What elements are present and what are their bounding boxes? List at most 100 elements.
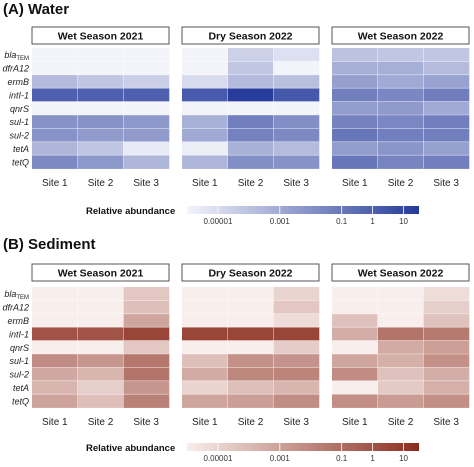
legend-colorbar — [187, 443, 419, 451]
gene-label: qnrS — [10, 343, 29, 353]
heatmap-cell — [77, 141, 124, 156]
heatmap-cell — [332, 367, 378, 382]
heatmap-cell — [377, 394, 424, 408]
heatmap-cell — [182, 141, 228, 156]
heatmap-cell — [182, 287, 228, 301]
legend-title: Relative abundance — [86, 206, 175, 217]
gene-label-subscript: TEM — [16, 295, 29, 301]
heatmap-cell — [123, 101, 170, 116]
gene-label: sul-2 — [9, 131, 29, 141]
heatmap-cell — [423, 354, 470, 368]
heatmap-cell — [32, 327, 78, 341]
gene-label: qnrS — [10, 104, 29, 114]
heatmap-cell — [123, 380, 170, 395]
heatmap-cell — [123, 141, 170, 156]
heatmap-cell — [123, 115, 170, 129]
facet-label: Wet Season 2022 — [358, 31, 444, 43]
site-label: Site 1 — [192, 417, 218, 428]
heatmap-cell — [332, 340, 378, 355]
heatmap-cell — [32, 340, 78, 355]
heatmap-cell — [377, 101, 424, 116]
site-label: Site 1 — [42, 417, 68, 428]
heatmap-cell — [227, 115, 274, 129]
heatmap-cell — [332, 128, 378, 143]
heatmap-cell — [332, 380, 378, 395]
heatmap-cell — [423, 48, 470, 62]
site-label: Site 2 — [238, 417, 264, 428]
heatmap-cell — [77, 88, 124, 102]
heatmap-cell — [77, 128, 124, 143]
facet-label: Wet Season 2021 — [58, 268, 144, 280]
heatmap-cell — [32, 300, 78, 315]
gene-label-subscript: TEM — [16, 56, 29, 62]
heatmap-cell — [77, 327, 124, 341]
heatmap-cell — [423, 141, 470, 156]
heatmap-panel: (A) Water blaTEM dfrA12 ermB intI-1 qnrS sul-1… — [2, 1, 470, 226]
heatmap-cell — [423, 128, 470, 143]
heatmap-cell — [227, 155, 274, 169]
heatmap-cell — [332, 300, 378, 315]
heatmap-cell — [123, 300, 170, 315]
heatmap-cell — [32, 155, 78, 169]
legend-tick-label: 0.001 — [270, 454, 291, 463]
heatmap-cell — [423, 327, 470, 341]
heatmap-cell — [77, 48, 124, 62]
facet-strip — [331, 26, 470, 45]
heatmap-cell — [77, 155, 124, 169]
heatmap-cell — [227, 74, 274, 89]
heatmap-cell — [332, 313, 378, 328]
site-label: Site 3 — [433, 178, 459, 189]
heatmap-cell — [32, 101, 78, 116]
heatmap-cell — [377, 61, 424, 76]
heatmap-cell — [123, 88, 170, 102]
heatmap-cell — [123, 354, 170, 368]
heatmap-cell — [123, 394, 170, 408]
heatmap-cell — [227, 287, 274, 301]
heatmap-cell — [32, 354, 78, 368]
heatmap-cell — [377, 287, 424, 301]
gene-label: dfrA12 — [2, 303, 29, 313]
site-label: Site 3 — [133, 178, 159, 189]
heatmap-cell — [332, 141, 378, 156]
heatmap-cell — [123, 155, 170, 169]
heatmap-cell — [182, 367, 228, 382]
gene-label: tetQ — [12, 396, 29, 406]
heatmap-cell — [377, 48, 424, 62]
heatmap-cell — [182, 313, 228, 328]
heatmap-cell — [273, 101, 320, 116]
heatmap-cell — [332, 48, 378, 62]
heatmap-cell — [423, 394, 470, 408]
heatmap-cell — [227, 380, 274, 395]
gene-label-main: bla — [4, 289, 16, 299]
site-label: Site 1 — [342, 178, 368, 189]
heatmap-cell — [182, 327, 228, 341]
heatmap-cell — [273, 48, 320, 62]
heatmap-cell — [273, 313, 320, 328]
heatmap-cell — [423, 155, 470, 169]
heatmap-cell — [32, 115, 78, 129]
heatmap-cell — [423, 287, 470, 301]
heatmap-cell — [423, 61, 470, 76]
heatmap-cell — [423, 101, 470, 116]
heatmap-cell — [227, 327, 274, 341]
site-label: Site 2 — [88, 178, 114, 189]
heatmap-cell — [227, 128, 274, 143]
heatmap-cell — [273, 394, 320, 408]
heatmap-cell — [332, 354, 378, 368]
heatmap-cell — [182, 354, 228, 368]
heatmap-cell — [377, 300, 424, 315]
heatmap-cell — [377, 327, 424, 341]
heatmap-cell — [332, 115, 378, 129]
heatmap-cell — [423, 300, 470, 315]
heatmap-cell — [227, 101, 274, 116]
heatmap-cell — [423, 115, 470, 129]
heatmap-cell — [123, 313, 170, 328]
legend-tick-label: 0.1 — [336, 454, 348, 463]
heatmap-cell — [32, 367, 78, 382]
heatmap-cell — [227, 354, 274, 368]
heatmap-cell — [77, 394, 124, 408]
heatmap-cell — [273, 340, 320, 355]
heatmap-cell — [77, 340, 124, 355]
heatmap-cell — [423, 367, 470, 382]
facet-label: Wet Season 2021 — [58, 31, 144, 43]
